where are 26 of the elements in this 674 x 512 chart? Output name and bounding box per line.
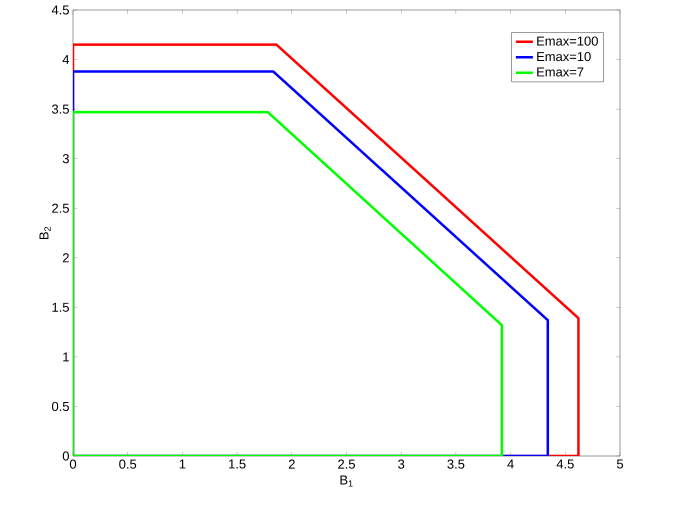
legend-label: Emax=100 [537,36,598,46]
y-tick-label: 1.5 [52,302,69,312]
x-tick-label: 1 [180,460,186,468]
x-tick-label: 3 [398,460,404,469]
y-tick-label: 2 [62,253,69,262]
y-tick-label: 0.5 [52,402,69,412]
legend-label: Emax=10 [537,52,591,62]
x-axis-title: B$_{1}$ [340,476,353,487]
y-tick-label: 2.5 [52,204,69,213]
legend-label: Emax=7 [537,68,584,77]
y-tick-label: 1 [63,352,69,362]
y-axis-title: B$_{2}$ [40,226,51,240]
y-tick-label: 4.5 [52,5,69,15]
x-tick-label: 3.5 [447,460,464,469]
y-tick-label: 4 [62,55,70,64]
x-tick-label: 2 [288,460,295,469]
x-tick-label: 4.5 [556,460,574,469]
x-tick-label: 4 [507,460,514,468]
x-tick-label: 0.5 [119,460,136,469]
x-tick-label: 1.5 [229,460,246,469]
y-tick-label: 3.5 [52,104,69,114]
y-tick-label: 0 [62,451,69,461]
x-tick-label: 2.5 [338,460,355,469]
x-tick-label: 5 [616,460,624,469]
x-tick-label: 0 [70,460,76,469]
y-tick-label: 3 [62,154,69,164]
